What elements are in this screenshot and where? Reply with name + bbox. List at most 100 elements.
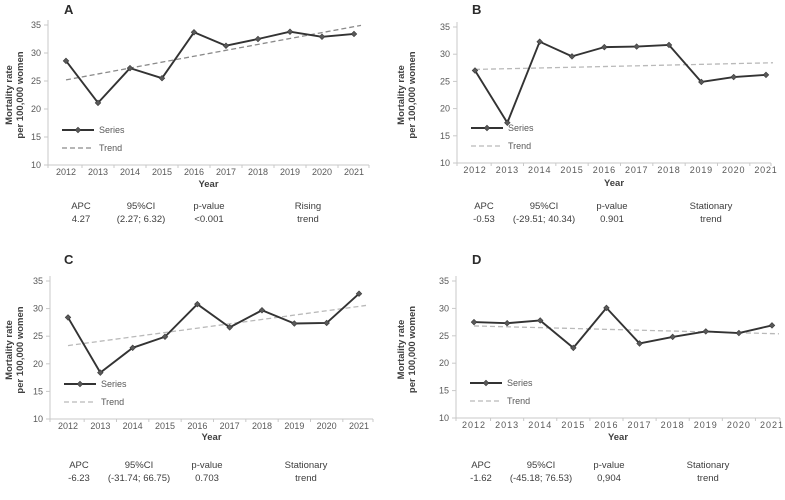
series-marker	[633, 43, 640, 50]
stat-ci-header: 95%CI	[526, 460, 556, 471]
y-axis-title-line1: Mortality rate	[396, 65, 407, 125]
x-tick-label: 2014	[123, 421, 143, 431]
stat-ci-header: 95%CI	[126, 201, 156, 212]
stat-ci-value: (2.27; 6.32)	[116, 214, 166, 225]
x-axis-title: Year	[608, 432, 628, 443]
stat-p-header: p-value	[191, 460, 223, 471]
series-line	[474, 40, 767, 124]
trend-line	[67, 304, 367, 347]
series-marker	[126, 64, 134, 72]
panel-a-label: A	[64, 2, 74, 17]
x-tick-label: 2013	[88, 167, 108, 177]
panel-d: 35 30 25 20 15 10 2012 2013 2014 2015 2016 2017 2018…	[392, 250, 785, 500]
series-marker	[62, 57, 70, 65]
stat-apc-header: APC	[474, 201, 494, 212]
y-axis-title-line1: Mortality rate	[4, 320, 15, 380]
y-axis-title-line1: Mortality rate	[396, 320, 407, 380]
y-tick-label: 35	[440, 22, 450, 32]
stat-trend-word: trend	[700, 214, 722, 225]
series-marker	[536, 38, 543, 45]
x-tick-label: 2014	[120, 167, 140, 177]
y-tick-label: 15	[440, 131, 450, 141]
series-marker	[601, 43, 608, 51]
series-marker	[291, 320, 298, 327]
y-tick-label: 20	[33, 359, 43, 369]
stat-ci-value: (-31.74; 66.75)	[107, 473, 171, 484]
x-tick-label: 2015	[560, 165, 583, 175]
legend-trend-label: Trend	[507, 396, 530, 406]
stat-apc-header: APC	[471, 460, 491, 471]
legend-series-marker	[76, 380, 84, 388]
x-tick-label: 2019	[690, 165, 713, 175]
x-tick-label: 2018	[252, 421, 272, 431]
stat-trend: Stationary trend	[261, 459, 351, 485]
series-marker	[735, 329, 743, 337]
stat-trend-type: Stationary	[689, 201, 733, 212]
stat-ci-value: (-45.18; 76.53)	[509, 473, 573, 484]
series-marker	[698, 78, 705, 86]
x-tick-label: 2016	[594, 420, 618, 430]
y-axis-title-line2: per 100,000 women	[407, 51, 418, 138]
series-line	[473, 306, 773, 349]
legend-series-label: Series	[101, 379, 127, 389]
x-tick-label: 2013	[496, 165, 519, 175]
y-tick-label: 15	[439, 386, 449, 396]
stat-p: p-value 0.901	[577, 200, 647, 226]
axes	[44, 20, 370, 168]
y-axis-title-line1: Mortality rate	[4, 65, 15, 125]
legend-series-marker	[483, 124, 491, 132]
x-tick-label: 2019	[284, 421, 304, 431]
y-tick-label: 25	[440, 76, 450, 86]
axes	[46, 276, 374, 422]
x-tick-label: 2012	[462, 420, 486, 430]
stat-apc-value: -1.62	[470, 473, 492, 484]
series-marker	[158, 74, 166, 82]
x-tick-label: 2021	[349, 421, 369, 431]
series-marker	[318, 33, 326, 40]
series-marker	[568, 53, 576, 60]
legend-trend-label: Trend	[99, 143, 122, 153]
stat-trend-type: Stationary	[686, 460, 730, 471]
legend: Series Trend	[471, 123, 534, 151]
y-axis-title-line2: per 100,000 women	[15, 306, 26, 393]
legend: Series Trend	[470, 378, 533, 406]
stats-d: APC -1.62 95%CI (-45.18; 76.53) p-value …	[400, 459, 785, 493]
x-tick-label: 2013	[495, 420, 519, 430]
stat-trend-type: Stationary	[284, 460, 328, 471]
stat-trend-type: Rising	[294, 201, 322, 212]
x-tick-label: 2016	[187, 421, 207, 431]
legend: Series Trend	[64, 379, 127, 407]
panel-a: 35 30 25 20 15 10 2012 2013 2014 2015 2016 2017 2018…	[0, 0, 393, 250]
stat-p-header: p-value	[193, 201, 225, 212]
series-marker	[536, 317, 544, 324]
x-tick-label: 2017	[628, 420, 652, 430]
x-tick-label: 2019	[694, 420, 718, 430]
series-marker	[570, 344, 577, 352]
y-tick-label: 25	[33, 331, 43, 341]
stat-trend-word: trend	[297, 214, 319, 225]
series-marker	[226, 324, 233, 331]
y-tick-label: 15	[33, 386, 43, 396]
stats-a: APC 4.27 95%CI (2.27; 6.32) p-value <0.0…	[0, 200, 393, 234]
y-tick-label: 35	[33, 276, 43, 286]
series-marker	[730, 73, 737, 81]
series-marker	[129, 344, 136, 352]
stat-p-header: p-value	[593, 460, 625, 471]
series-marker	[504, 119, 511, 126]
stat-apc-value: -6.23	[68, 473, 90, 484]
stat-apc-header: APC	[71, 201, 91, 212]
series-marker	[64, 314, 72, 321]
legend-series-label: Series	[99, 125, 125, 135]
series-marker	[194, 300, 201, 308]
series-line	[65, 30, 355, 104]
stat-trend-word: trend	[697, 473, 719, 484]
series-marker	[503, 319, 511, 327]
x-tick-label: 2017	[216, 167, 236, 177]
stat-apc: APC -6.23	[44, 459, 114, 485]
stat-p: p-value 0.703	[172, 459, 242, 485]
series-marker	[355, 290, 363, 297]
panel-b-label: B	[472, 2, 482, 17]
